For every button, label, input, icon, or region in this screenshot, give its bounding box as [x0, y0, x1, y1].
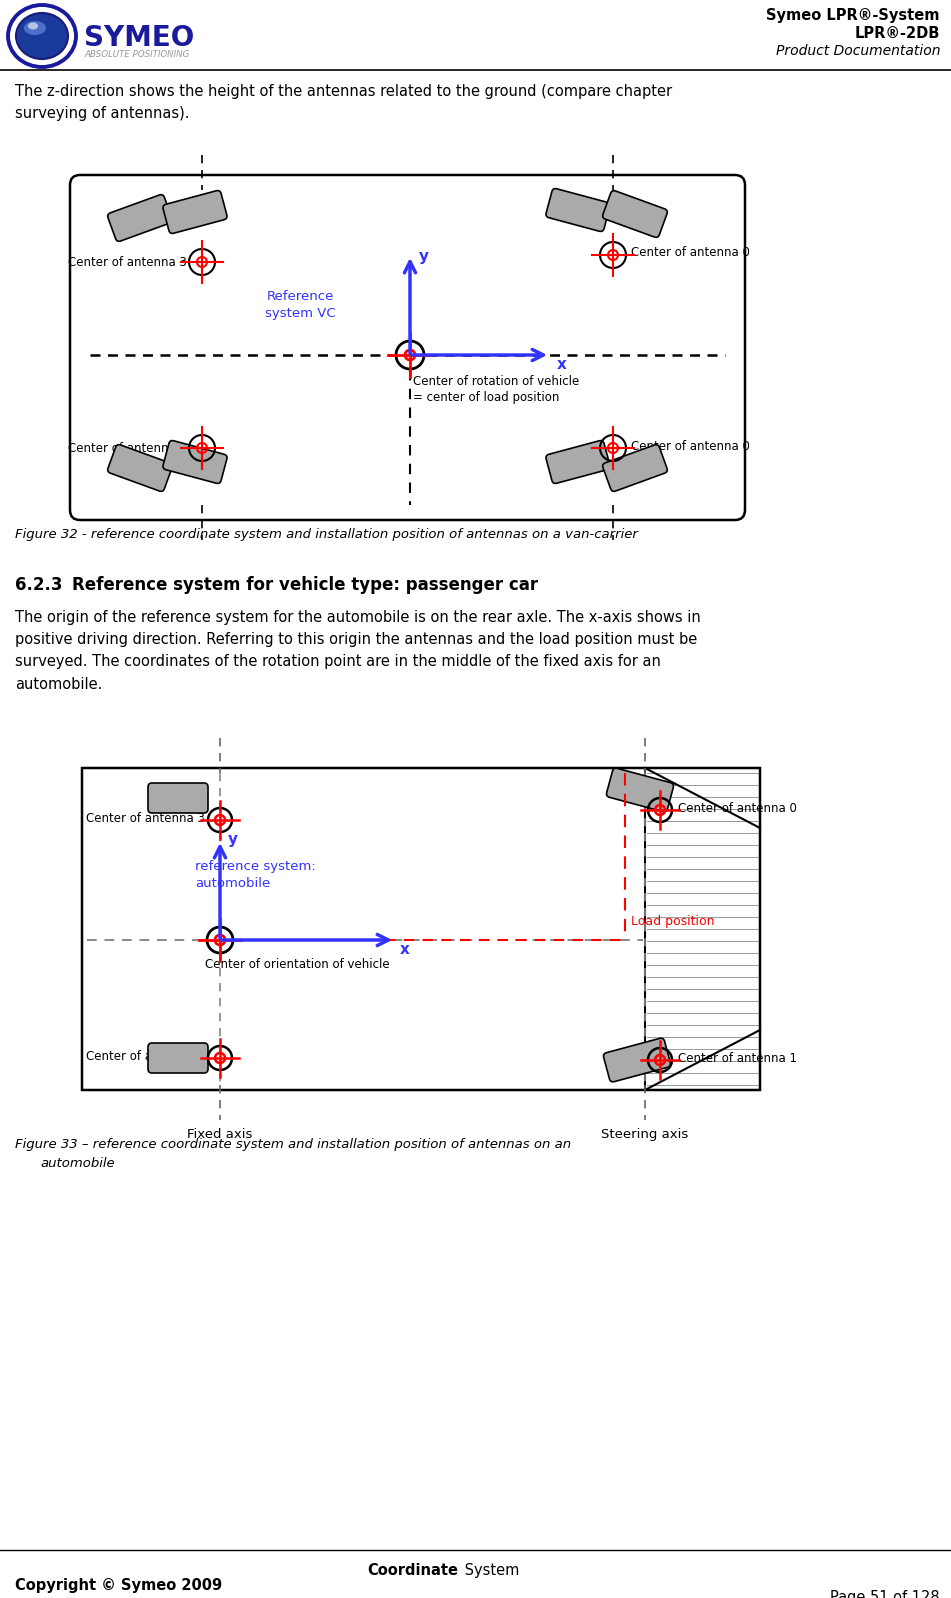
FancyBboxPatch shape [148, 1043, 208, 1072]
Text: Product Documentation: Product Documentation [775, 45, 940, 58]
FancyBboxPatch shape [107, 195, 172, 241]
FancyBboxPatch shape [107, 444, 172, 491]
Text: System: System [460, 1563, 519, 1577]
Text: LPR®-2DB: LPR®-2DB [855, 26, 940, 42]
Text: = center of load position: = center of load position [413, 392, 559, 404]
Text: Center of rotation of vehicle: Center of rotation of vehicle [413, 376, 579, 388]
Text: Load position: Load position [631, 916, 714, 928]
Text: Center of antenna 2: Center of antenna 2 [68, 441, 187, 454]
Text: Center of antenna 3: Center of antenna 3 [87, 812, 205, 825]
FancyBboxPatch shape [70, 176, 745, 519]
FancyBboxPatch shape [163, 190, 227, 233]
FancyBboxPatch shape [603, 444, 668, 491]
Text: reference system:
automobile: reference system: automobile [195, 860, 316, 890]
Ellipse shape [16, 13, 68, 59]
Text: ABSOLUTE POSITIONING: ABSOLUTE POSITIONING [84, 50, 189, 59]
Text: x: x [557, 356, 567, 372]
Ellipse shape [24, 21, 46, 35]
FancyBboxPatch shape [603, 190, 668, 238]
Text: Coordinate: Coordinate [367, 1563, 458, 1577]
Text: Center of antenna 1: Center of antenna 1 [678, 1051, 797, 1064]
Text: Figure 33 – reference coordinate system and installation position of antennas on: Figure 33 – reference coordinate system … [15, 1138, 572, 1151]
Text: SYMEO: SYMEO [84, 24, 194, 53]
FancyBboxPatch shape [148, 783, 208, 813]
Text: Center of orientation of vehicle: Center of orientation of vehicle [205, 957, 390, 972]
FancyBboxPatch shape [604, 1039, 670, 1082]
Text: Reference
system VC: Reference system VC [264, 289, 336, 320]
FancyBboxPatch shape [82, 769, 760, 1090]
FancyBboxPatch shape [546, 441, 610, 484]
Text: y: y [228, 833, 238, 847]
Text: Center of antenna 3: Center of antenna 3 [68, 256, 187, 268]
Text: Reference system for vehicle type: passenger car: Reference system for vehicle type: passe… [72, 575, 538, 594]
Text: y: y [419, 249, 429, 264]
Text: Figure 32 - reference coordinate system and installation position of antennas on: Figure 32 - reference coordinate system … [15, 527, 638, 542]
Text: x: x [400, 941, 410, 957]
Text: automobile: automobile [40, 1157, 115, 1170]
Text: Center of antenna 0: Center of antenna 0 [631, 439, 750, 452]
FancyBboxPatch shape [546, 189, 610, 232]
Text: Center of antenna 0: Center of antenna 0 [678, 802, 797, 815]
Text: 6.2.3: 6.2.3 [15, 575, 63, 594]
Text: Steering axis: Steering axis [601, 1128, 689, 1141]
Text: Center of antenna 2: Center of antenna 2 [86, 1050, 205, 1063]
Text: Center of antenna 0: Center of antenna 0 [631, 246, 750, 259]
FancyBboxPatch shape [607, 769, 673, 812]
Text: Copyright © Symeo 2009: Copyright © Symeo 2009 [15, 1577, 223, 1593]
Text: Symeo LPR®-System: Symeo LPR®-System [767, 8, 940, 22]
Text: The z-direction shows the height of the antennas related to the ground (compare : The z-direction shows the height of the … [15, 85, 672, 121]
Text: Fixed axis: Fixed axis [187, 1128, 253, 1141]
Ellipse shape [28, 22, 38, 29]
Text: The origin of the reference system for the automobile is on the rear axle. The x: The origin of the reference system for t… [15, 610, 701, 692]
Text: Page 51 of 128: Page 51 of 128 [830, 1590, 940, 1598]
FancyBboxPatch shape [163, 441, 227, 484]
